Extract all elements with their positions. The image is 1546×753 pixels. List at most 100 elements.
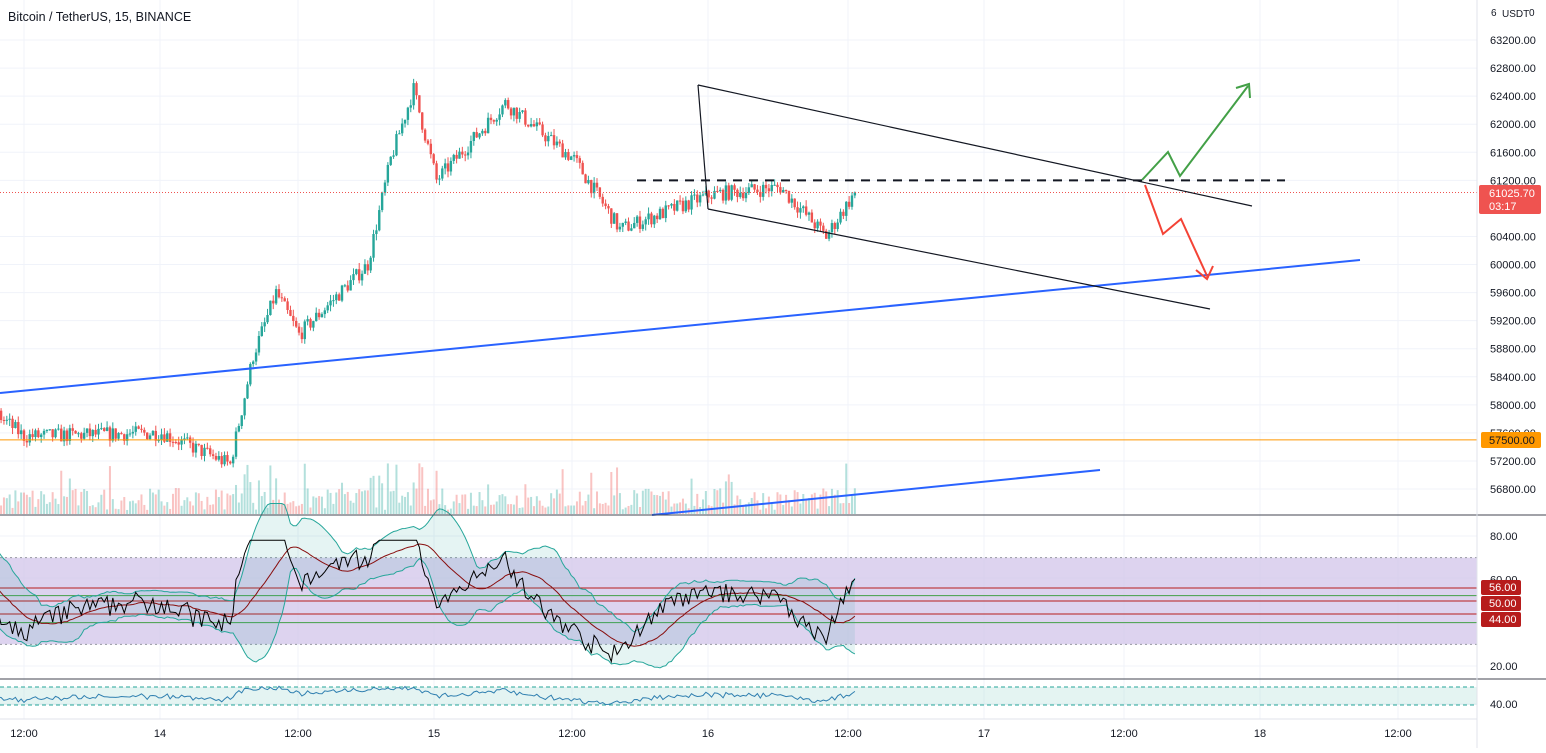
volume-bar [467, 508, 470, 514]
rsi-tick-label: 20.00 [1490, 661, 1518, 673]
volume-bar [169, 508, 172, 514]
candle-body [117, 433, 120, 439]
candle-body [753, 184, 756, 190]
candle-body [739, 192, 742, 197]
time-tick-label: 12:00 [1110, 728, 1138, 740]
candle-body [509, 108, 513, 116]
price-tick-label: 61600.00 [1490, 147, 1536, 159]
volume-bar [180, 505, 183, 514]
support-level-label: 57500.00 [1489, 435, 1535, 447]
candle-body [449, 160, 453, 172]
volume-bar [94, 507, 97, 514]
volume-bar [54, 498, 57, 514]
volume-bar [696, 493, 699, 514]
volume-bar [481, 500, 484, 514]
volume-bar [441, 488, 444, 514]
volume-bar [573, 505, 576, 514]
candle-body [42, 430, 46, 435]
volume-bar [799, 503, 802, 514]
candle-body [80, 433, 83, 439]
volume-bar [249, 482, 252, 514]
volume-bar [567, 505, 570, 514]
currency-label[interactable]: USDT [1502, 9, 1529, 20]
candle-body [191, 442, 195, 453]
candle-body [300, 332, 304, 340]
volume-bar [765, 508, 768, 514]
candle-body [25, 440, 29, 443]
candle-body [455, 154, 458, 159]
last-price-badge: 61025.70 03:17 [1479, 185, 1541, 214]
volume-bar [584, 500, 587, 514]
price-axis[interactable]: 63200.00 62800.00 62400.00 62000.00 61600.00… [1490, 35, 1536, 496]
candle-body [383, 182, 387, 193]
candle-body [111, 428, 115, 441]
candle-body [684, 200, 688, 212]
volume-bar [627, 505, 630, 514]
rsi-tick-label: 80.00 [1490, 531, 1518, 543]
volume-bar [464, 494, 467, 514]
candle-body [690, 195, 693, 210]
volume-bar [398, 502, 401, 514]
candle-body [782, 189, 785, 193]
volume-bar [369, 477, 372, 514]
candle-body [128, 433, 132, 435]
volume-bar [426, 488, 429, 514]
candlestick-series [0, 78, 857, 468]
symbol-title: Bitcoin / TetherUS, 15, BINANCE [8, 10, 191, 24]
candle-body [845, 201, 848, 216]
volume-bar [570, 505, 573, 514]
candle-body [272, 300, 275, 304]
candle-body [140, 428, 143, 430]
volume-bar [200, 500, 203, 514]
volume-bar [512, 504, 515, 514]
volume-bar [2, 497, 5, 514]
candle-body [45, 429, 49, 431]
volume-bar [845, 463, 848, 514]
candle-body [366, 264, 369, 271]
candle-body [197, 443, 200, 445]
volume-bar [710, 506, 713, 514]
rsi-level-44-label: 44.00 [1489, 614, 1517, 626]
candle-body [34, 430, 37, 438]
candle-body [653, 215, 656, 225]
volume-bar [510, 504, 513, 514]
volume-bar [74, 488, 77, 514]
volume-bar [341, 482, 344, 514]
volume-bar [71, 490, 74, 514]
time-axis[interactable]: 12:00 14 12:00 15 12:00 16 12:00 17 12:00 18 12:00 [10, 728, 1412, 740]
candle-body [804, 206, 808, 215]
candle-body [380, 192, 384, 211]
candle-body [847, 201, 851, 207]
volume-bar [664, 499, 667, 514]
candle-body [97, 428, 100, 435]
volume-bar [151, 492, 154, 514]
volume-bar [630, 504, 633, 514]
volume-bar [226, 493, 229, 514]
candle-body [337, 294, 341, 301]
candle-body [17, 422, 20, 435]
volume-bar [848, 503, 851, 514]
candle-body [713, 190, 716, 199]
candle-body [409, 105, 412, 108]
candle-body [171, 441, 175, 443]
candle-body [317, 312, 321, 318]
rsi-level-56-label: 56.00 [1489, 582, 1517, 594]
axis-prefix: 6 [1491, 8, 1497, 19]
candle-body [633, 222, 636, 229]
volume-bar [283, 492, 286, 514]
candle-body [148, 435, 152, 440]
volume-bar [756, 500, 759, 514]
volume-bar [309, 507, 312, 514]
volume-bar [111, 499, 114, 514]
volume-bar [68, 478, 71, 514]
candle-body [552, 135, 556, 146]
candle-body [231, 456, 235, 464]
volume-bar [14, 490, 17, 514]
candle-body [418, 95, 421, 113]
volume-bar [206, 496, 209, 514]
volume-bar [303, 463, 306, 514]
volume-bar [828, 506, 831, 514]
candle-body [572, 155, 576, 157]
candle-body [627, 221, 630, 231]
